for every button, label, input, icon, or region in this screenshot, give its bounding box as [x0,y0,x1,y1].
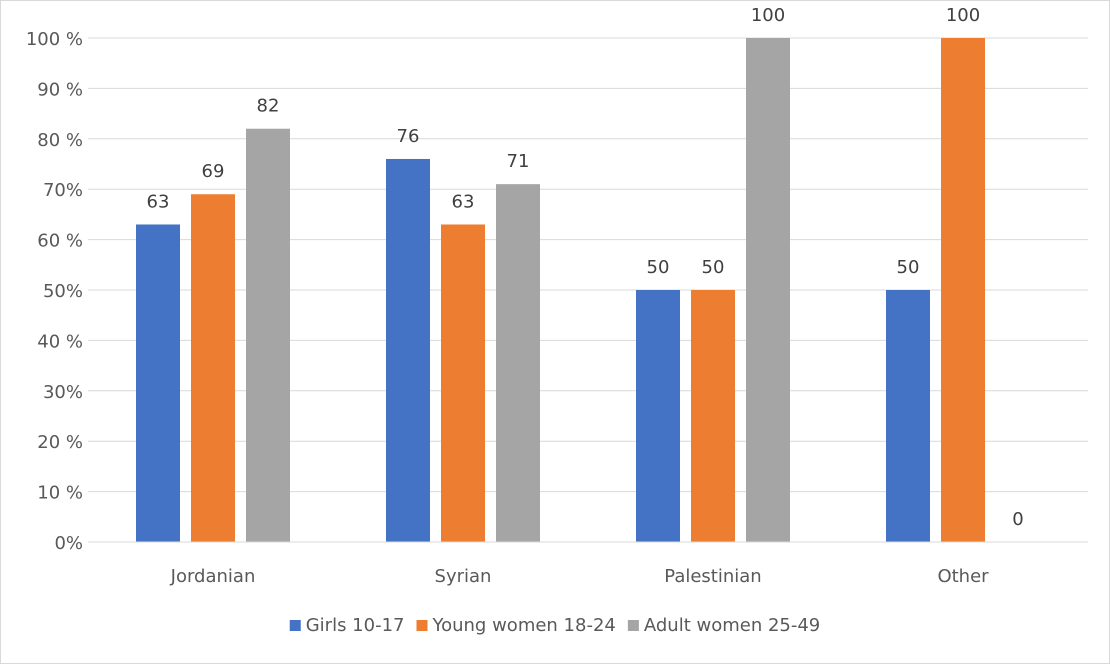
legend-label-1: Young women 18-24 [432,615,616,636]
data-label-other-series-2: 0 [1012,509,1023,530]
y-tick-label-80: 80 % [37,130,83,151]
x-tick-label-syrian: Syrian [435,566,492,587]
bar-syrian-series-2 [496,184,540,542]
data-label-syrian-series-1: 63 [452,191,475,212]
legend-item-0: Girls 10-17 [289,615,405,636]
data-labels: 63 69 82 76 63 71 50 50 100 50 100 0 [147,5,1024,530]
bar-jordanian-series-2 [246,128,290,542]
legend-item-1: Young women 18-24 [416,615,616,636]
bar-jordanian-series-1 [191,194,235,543]
data-label-syrian-series-0: 76 [397,126,420,147]
data-label-other-series-0: 50 [897,257,920,278]
gridlines [88,37,1088,493]
y-tick-label-0: 0% [54,533,83,554]
bar-syrian-series-1 [441,224,485,543]
bar-palestinian-series-0 [636,290,680,542]
y-tick-label-100: 100 % [26,29,83,50]
y-tick-label-60: 60 % [37,231,83,252]
y-axis-tick-labels: 0% 10 % 20 % 30% 40 % 50% 60 % 70% 80 % 90 % 100 % [26,29,83,554]
x-tick-label-jordanian: Jordanian [170,566,256,587]
y-tick-label-10: 10 % [37,483,83,504]
data-label-syrian-series-2: 71 [507,151,530,172]
y-tick-label-20: 20 % [37,432,83,453]
legend-swatch-1 [416,620,428,631]
x-axis-category-labels: Jordanian Syrian Palestinian Other [170,566,990,587]
data-label-palestinian-series-1: 50 [702,257,725,278]
bar-palestinian-series-1 [691,290,735,542]
bar-palestinian-series-2 [746,38,790,542]
bar-syrian-series-0 [386,158,430,542]
y-tick-label-50: 50% [43,281,83,302]
y-tick-label-90: 90 % [37,79,83,100]
bar-jordanian-series-0 [136,224,180,543]
y-tick-label-70: 70% [43,180,83,201]
y-tick-label-40: 40 % [37,331,83,352]
legend-swatch-2 [627,620,639,631]
y-tick-label-30: 30% [43,382,83,403]
legend-label-2: Adult women 25-49 [644,615,820,636]
legend: Girls 10-17 Young women 18-24 Adult women … [289,615,820,636]
data-label-jordanian-series-2: 82 [257,96,280,117]
data-label-palestinian-series-2: 100 [751,5,785,26]
bars [136,38,985,543]
data-label-jordanian-series-1: 69 [202,161,225,182]
bar-other-series-0 [886,290,930,542]
legend-swatch-0 [289,620,301,631]
x-tick-label-other: Other [937,566,989,587]
data-label-jordanian-series-0: 63 [147,191,170,212]
bar-other-series-1 [941,38,985,542]
x-tick-label-palestinian: Palestinian [664,566,761,587]
data-label-palestinian-series-0: 50 [647,257,670,278]
legend-label-0: Girls 10-17 [306,615,405,636]
data-label-other-series-1: 100 [946,5,980,26]
legend-item-2: Adult women 25-49 [627,615,820,636]
